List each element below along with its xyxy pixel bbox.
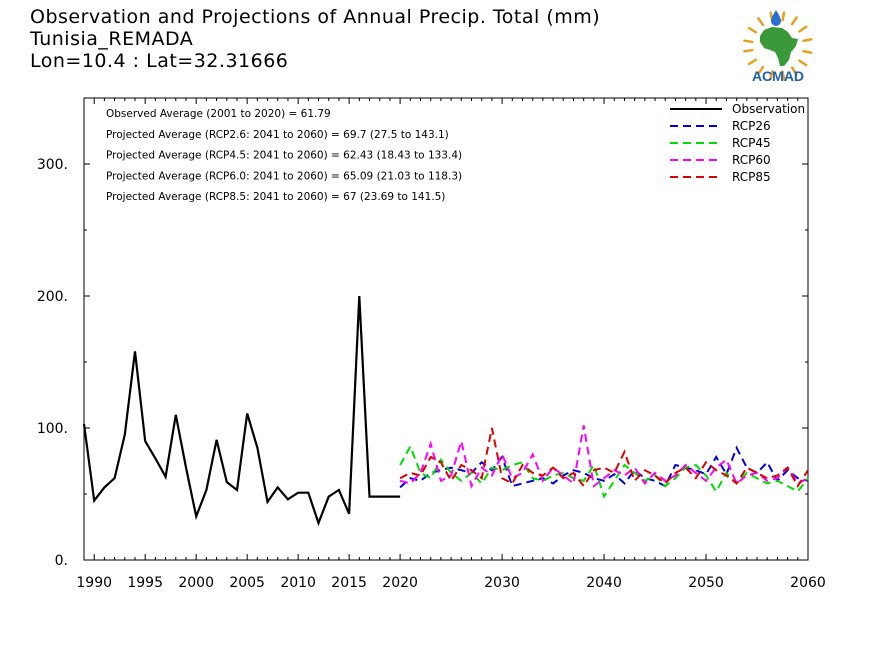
x-tick-label: 2010	[280, 575, 316, 591]
x-tick-label: 2040	[586, 575, 622, 591]
annotation-line: Observed Average (2001 to 2020) = 61.79	[106, 108, 331, 120]
logo-ray	[743, 39, 754, 44]
series-line-rcp45	[399, 444, 809, 499]
chart-title: Observation and Projections of Annual Pr…	[30, 6, 601, 28]
chart-legend: Observation RCP26 RCP45 RCP60 RCP85	[670, 102, 805, 184]
x-tick-label: 2015	[331, 575, 367, 591]
logo-ray	[743, 48, 754, 53]
x-tick-label: 2030	[484, 575, 520, 591]
legend-label: RCP45	[732, 136, 771, 150]
logo-text: ACMAD	[752, 68, 804, 84]
annotation-line: Projected Average (RCP8.5: 2041 to 2060)…	[106, 191, 445, 203]
chart-annotations: Observed Average (2001 to 2020) = 61.79 P…	[106, 108, 462, 203]
axis-tick-labels: 0. 100. 200. 300. 1990 1995 2000 2005 2010 2015 20…	[37, 157, 826, 591]
series-line-rcp60	[399, 425, 809, 489]
logo-ray	[747, 58, 758, 66]
logo-ray	[802, 38, 813, 43]
logo-ray	[790, 16, 798, 26]
chart-subtitle-coordinates: Lon=10.4 : Lat=32.31666	[30, 50, 289, 72]
x-tick-label: 2060	[790, 575, 826, 591]
y-tick-label: 100.	[37, 421, 68, 437]
logo-africa-map-icon	[760, 27, 798, 66]
logo-ray	[747, 26, 758, 34]
logo-ray	[757, 17, 765, 27]
legend-label: Observation	[732, 102, 805, 116]
x-tick-label: 2050	[688, 575, 724, 591]
chart-subtitle-location: Tunisia_REMADA	[30, 28, 194, 50]
legend-label: RCP60	[732, 153, 771, 167]
chart-title-block: Observation and Projections of Annual Pr…	[30, 6, 600, 72]
logo-ray	[790, 66, 798, 76]
legend-label: RCP26	[732, 119, 771, 133]
logo-ray	[781, 11, 786, 22]
annotation-line: Projected Average (RCP6.0: 2041 to 2060)…	[106, 170, 462, 182]
series-lines	[82, 295, 809, 527]
x-tick-label: 2005	[229, 575, 265, 591]
annotation-line: Projected Average (RCP4.5: 2041 to 2060)…	[106, 150, 462, 162]
acmad-logo: ACMAD	[743, 10, 813, 84]
logo-water-drop-icon	[771, 10, 781, 26]
legend-label: RCP85	[732, 170, 771, 184]
logo-ray	[781, 70, 786, 81]
x-tick-label: 2000	[178, 575, 214, 591]
x-tick-label: 1990	[76, 575, 112, 591]
logo-ray	[802, 49, 813, 54]
series-line-observation	[82, 295, 401, 527]
logo-ray	[798, 25, 808, 33]
logo-ray	[769, 70, 774, 81]
x-tick-label: 2020	[382, 575, 418, 591]
axis-ticks	[83, 97, 809, 561]
y-tick-label: 200.	[37, 289, 68, 305]
logo-sun-rays-icon	[743, 11, 813, 81]
series-line-rcp26	[399, 445, 809, 489]
plot-area	[83, 97, 809, 561]
x-tick-label: 1995	[127, 575, 163, 591]
y-tick-label: 0.	[55, 553, 68, 569]
annotation-line: Projected Average (RCP2.6: 2041 to 2060)…	[106, 129, 449, 141]
logo-ray	[798, 59, 808, 67]
y-tick-label: 300.	[37, 157, 68, 173]
plot-border	[83, 97, 809, 561]
logo-ray	[757, 65, 765, 75]
